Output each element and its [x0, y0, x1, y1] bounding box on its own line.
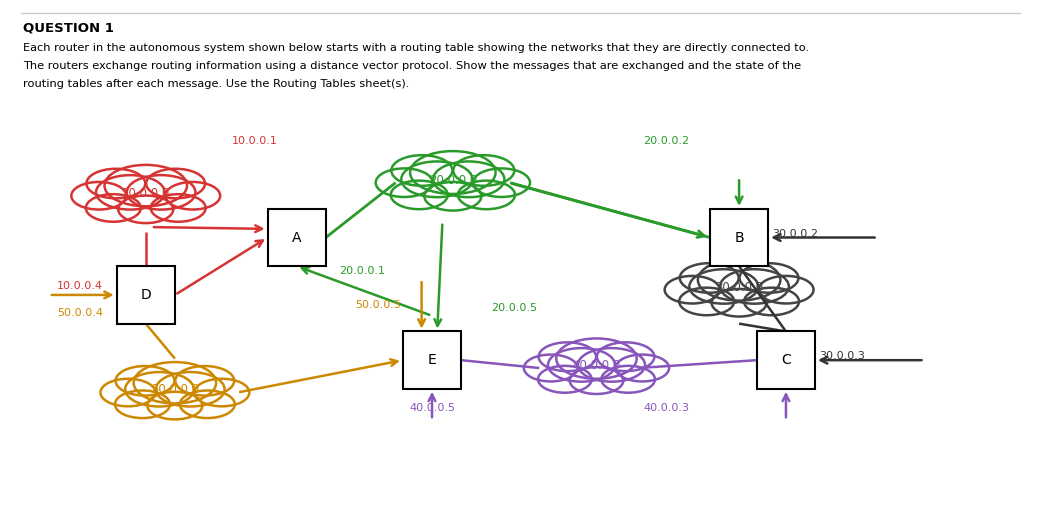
Circle shape [433, 161, 505, 197]
Circle shape [425, 182, 481, 210]
Text: D: D [141, 288, 151, 302]
Text: 40.0.0.0: 40.0.0.0 [573, 359, 620, 372]
Text: 20.0.0.1: 20.0.0.1 [339, 266, 385, 276]
Circle shape [146, 169, 205, 198]
Circle shape [524, 354, 578, 382]
Text: C: C [781, 353, 791, 367]
Circle shape [596, 342, 655, 371]
Text: 10.0.0.1: 10.0.0.1 [232, 136, 278, 146]
Circle shape [116, 366, 175, 396]
Circle shape [602, 366, 655, 393]
Circle shape [720, 269, 789, 304]
Circle shape [148, 392, 202, 419]
Text: 40.0.0.3: 40.0.0.3 [643, 403, 689, 413]
Text: The routers exchange routing information using a distance vector protocol. Show : The routers exchange routing information… [23, 61, 801, 71]
Circle shape [712, 289, 766, 316]
Circle shape [376, 169, 433, 197]
Text: 20.0.0.0: 20.0.0.0 [429, 174, 477, 186]
Text: 40.0.0.5: 40.0.0.5 [409, 403, 455, 413]
Circle shape [697, 259, 781, 301]
Text: 30.0.0.0: 30.0.0.0 [715, 281, 763, 293]
Circle shape [71, 182, 126, 209]
Circle shape [615, 354, 669, 382]
Bar [403, 331, 461, 389]
Circle shape [458, 181, 515, 209]
Text: E: E [428, 353, 436, 367]
Circle shape [133, 362, 217, 404]
Circle shape [85, 194, 141, 222]
Circle shape [180, 390, 235, 418]
Circle shape [744, 288, 799, 315]
Bar [268, 209, 326, 266]
Circle shape [151, 194, 206, 222]
Circle shape [453, 155, 514, 186]
Circle shape [166, 182, 221, 209]
Circle shape [548, 348, 615, 382]
Circle shape [538, 342, 596, 371]
Bar [117, 266, 175, 324]
Circle shape [538, 366, 591, 393]
Circle shape [125, 372, 194, 407]
Circle shape [391, 155, 453, 186]
Text: 20.0.0.2: 20.0.0.2 [643, 136, 689, 146]
Circle shape [127, 175, 196, 210]
Circle shape [156, 372, 225, 407]
Circle shape [569, 367, 624, 394]
Circle shape [578, 348, 645, 382]
Text: routing tables after each message. Use the Routing Tables sheet(s).: routing tables after each message. Use t… [23, 79, 409, 89]
Circle shape [410, 151, 496, 194]
Circle shape [689, 269, 758, 304]
Circle shape [664, 276, 719, 303]
Text: QUESTION 1: QUESTION 1 [23, 22, 113, 35]
Circle shape [390, 181, 448, 209]
Bar [757, 331, 815, 389]
Circle shape [556, 338, 637, 379]
Text: 50.0.0.5: 50.0.0.5 [355, 300, 401, 311]
Circle shape [100, 379, 155, 406]
Text: 50.0.0.0: 50.0.0.0 [151, 384, 199, 396]
Bar [710, 209, 768, 266]
Circle shape [96, 175, 164, 210]
Circle shape [86, 169, 146, 198]
Circle shape [119, 196, 173, 223]
Text: 30.0.0.2: 30.0.0.2 [772, 229, 818, 239]
Circle shape [680, 263, 739, 293]
Text: 50.0.0.4: 50.0.0.4 [57, 308, 103, 318]
Circle shape [679, 288, 734, 315]
Circle shape [473, 169, 530, 197]
Text: 10.0.0.0: 10.0.0.0 [122, 187, 170, 199]
Circle shape [739, 263, 798, 293]
Text: 20.0.0.5: 20.0.0.5 [491, 303, 537, 313]
Circle shape [104, 165, 187, 206]
Circle shape [759, 276, 814, 303]
Text: B: B [734, 231, 744, 244]
Text: 10.0.0.4: 10.0.0.4 [57, 280, 103, 291]
Text: Each router in the autonomous system shown below starts with a routing table sho: Each router in the autonomous system sho… [23, 43, 809, 53]
Circle shape [175, 366, 234, 396]
Circle shape [195, 379, 250, 406]
Text: 30.0.0.3: 30.0.0.3 [819, 351, 865, 361]
Text: A: A [291, 231, 302, 244]
Circle shape [115, 390, 170, 418]
Circle shape [401, 161, 473, 197]
